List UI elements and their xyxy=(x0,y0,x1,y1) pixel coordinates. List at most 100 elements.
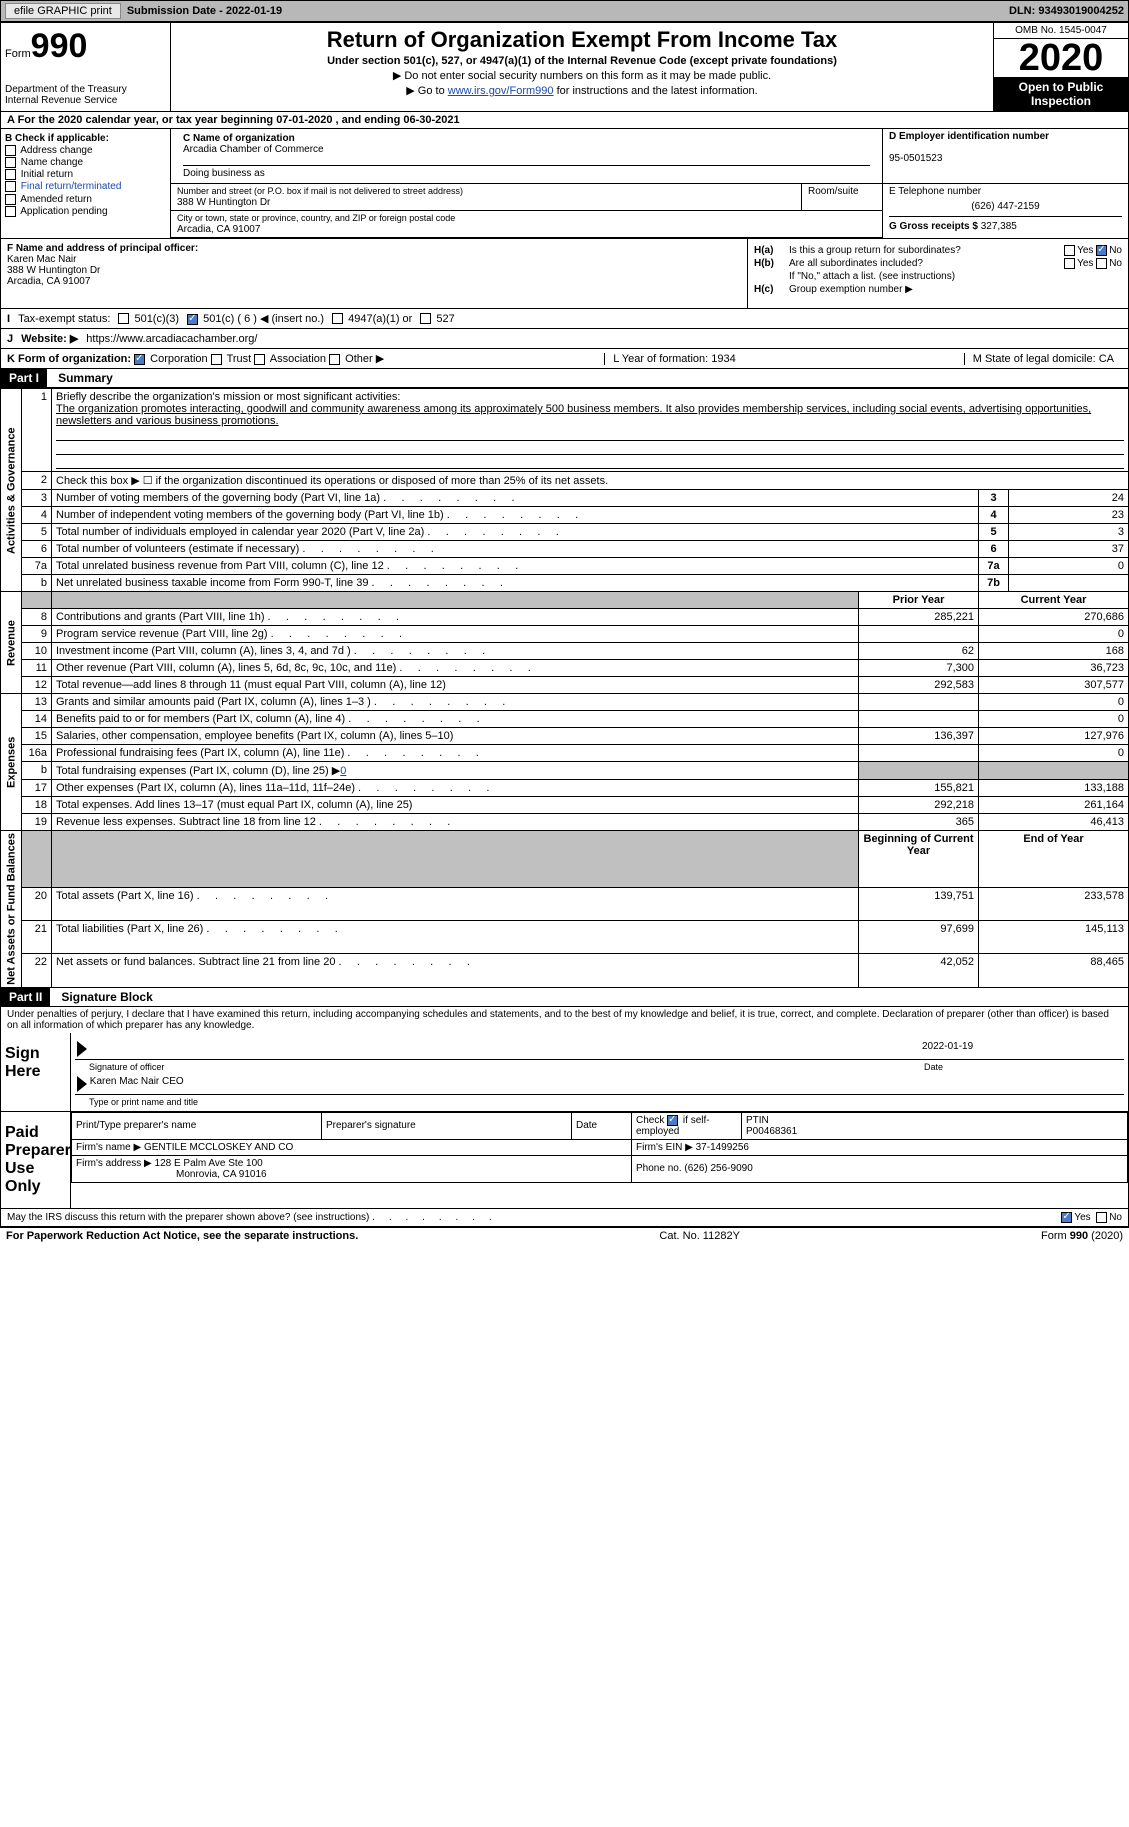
line-19-prior: 365 xyxy=(859,814,979,831)
preparer-name-label: Print/Type preparer's name xyxy=(72,1112,322,1139)
sec-revenue: Revenue xyxy=(1,592,22,694)
form-number-box: Form990 Department of the Treasury Inter… xyxy=(1,23,171,111)
opt-other[interactable]: Other ▶ xyxy=(329,353,384,365)
check-name-change[interactable]: Name change xyxy=(5,157,166,168)
officer-label: F Name and address of principal officer: xyxy=(7,243,198,254)
line-3-val: 24 xyxy=(1009,490,1129,507)
firm-name: Firm's name ▶ GENTILE MCCLOSKEY AND CO xyxy=(72,1139,632,1155)
year-box: OMB No. 1545-0047 2020 Open to Public In… xyxy=(993,23,1128,111)
preparer-check: Check if self-employed xyxy=(632,1112,742,1139)
discuss-no[interactable]: No xyxy=(1096,1212,1122,1223)
officer-addr2: Arcadia, CA 91007 xyxy=(7,276,90,287)
declaration-text: Under penalties of perjury, I declare th… xyxy=(1,1007,1128,1033)
summary-table: Activities & Governance 1 Briefly descri… xyxy=(0,388,1129,988)
line-22-prior: 42,052 xyxy=(859,954,979,987)
ha-yes[interactable]: Yes xyxy=(1064,245,1093,256)
opt-527[interactable]: 527 xyxy=(420,313,454,325)
header-end: End of Year xyxy=(979,831,1129,888)
preparer-date-label: Date xyxy=(572,1112,632,1139)
gross-value: 327,385 xyxy=(981,221,1017,232)
open-inspection: Open to Public Inspection xyxy=(994,77,1128,111)
line-6-text: Total number of volunteers (estimate if … xyxy=(52,541,979,558)
k-label: K Form of organization: xyxy=(7,353,131,365)
sec-governance: Activities & Governance xyxy=(1,389,22,592)
form-word: Form xyxy=(5,48,31,60)
line-10-text: Investment income (Part VIII, column (A)… xyxy=(52,643,859,660)
department: Department of the Treasury Internal Reve… xyxy=(5,84,166,106)
opt-501c3[interactable]: 501(c)(3) xyxy=(118,313,179,325)
hc-text: Group exemption number ▶ xyxy=(789,284,913,295)
efile-print-button[interactable]: efile GRAPHIC print xyxy=(5,3,121,19)
line-11-curr: 36,723 xyxy=(979,660,1129,677)
irs-link[interactable]: www.irs.gov/Form990 xyxy=(448,85,554,97)
opt-4947[interactable]: 4947(a)(1) or xyxy=(332,313,412,325)
line-13-text: Grants and similar amounts paid (Part IX… xyxy=(52,694,859,711)
tel-value: (626) 447-2159 xyxy=(889,197,1122,216)
line-4-text: Number of independent voting members of … xyxy=(52,507,979,524)
line-22-curr: 88,465 xyxy=(979,954,1129,987)
tel-gross-box: E Telephone number (626) 447-2159 G Gros… xyxy=(883,184,1128,238)
k-left: K Form of organization: Corporation Trus… xyxy=(7,352,384,365)
officer-typed-name: Karen Mac Nair CEO xyxy=(90,1076,184,1092)
line-21-curr: 145,113 xyxy=(979,921,1129,954)
line-15-curr: 127,976 xyxy=(979,728,1129,745)
line-12-text: Total revenue—add lines 8 through 11 (mu… xyxy=(52,677,859,694)
line-3-text: Number of voting members of the governin… xyxy=(52,490,979,507)
line-11-text: Other revenue (Part VIII, column (A), li… xyxy=(52,660,859,677)
line-14-prior xyxy=(859,711,979,728)
ein-value: 95-0501523 xyxy=(889,153,942,164)
year-formation: L Year of formation: 1934 xyxy=(604,353,744,365)
opt-corp[interactable]: Corporation xyxy=(134,353,208,365)
officer-addr1: 388 W Huntington Dr xyxy=(7,265,100,276)
line-7a-text: Total unrelated business revenue from Pa… xyxy=(52,558,979,575)
city-value: Arcadia, CA 91007 xyxy=(177,224,260,235)
opt-501c[interactable]: 501(c) ( 6 ) ◀ (insert no.) xyxy=(187,312,324,325)
line-9-prior xyxy=(859,626,979,643)
check-initial-return[interactable]: Initial return xyxy=(5,169,166,180)
line-15-prior: 136,397 xyxy=(859,728,979,745)
check-amended[interactable]: Amended return xyxy=(5,194,166,205)
discuss-yes[interactable]: Yes xyxy=(1061,1212,1090,1223)
line-7b-text: Net unrelated business taxable income fr… xyxy=(52,575,979,592)
ha-no[interactable]: No xyxy=(1096,245,1122,256)
line-5-val: 3 xyxy=(1009,524,1129,541)
form-number: 990 xyxy=(31,27,88,65)
line-12-curr: 307,577 xyxy=(979,677,1129,694)
check-app-pending[interactable]: Application pending xyxy=(5,206,166,217)
line-17-text: Other expenses (Part IX, column (A), lin… xyxy=(52,780,859,797)
header-prior: Prior Year xyxy=(859,592,979,609)
hb-no[interactable]: No xyxy=(1096,258,1122,269)
signature-block: Under penalties of perjury, I declare th… xyxy=(0,1007,1129,1227)
hc-label: H(c) xyxy=(754,284,789,295)
opt-trust[interactable]: Trust xyxy=(211,353,252,365)
header-grid: B Check if applicable: Address change Na… xyxy=(0,129,1129,239)
line-16b: Total fundraising expenses (Part IX, col… xyxy=(52,762,859,780)
ein-label: D Employer identification number xyxy=(889,131,1049,142)
line-16a-curr: 0 xyxy=(979,745,1129,762)
line-8-text: Contributions and grants (Part VIII, lin… xyxy=(52,609,859,626)
part1-title: Summary xyxy=(50,369,121,387)
hb-label: H(b) xyxy=(754,258,789,269)
line-15-text: Salaries, other compensation, employee b… xyxy=(52,728,859,745)
line-14-text: Benefits paid to or for members (Part IX… xyxy=(52,711,859,728)
part2-title: Signature Block xyxy=(53,988,160,1006)
footer: For Paperwork Reduction Act Notice, see … xyxy=(0,1227,1129,1244)
officer-group-row: F Name and address of principal officer:… xyxy=(0,239,1129,309)
line-10-curr: 168 xyxy=(979,643,1129,660)
line-16a-text: Professional fundraising fees (Part IX, … xyxy=(52,745,859,762)
check-final-return[interactable]: Final return/terminated xyxy=(5,181,166,192)
check-address-change[interactable]: Address change xyxy=(5,145,166,156)
line-17-curr: 133,188 xyxy=(979,780,1129,797)
hb-note: If "No," attach a list. (see instruction… xyxy=(754,271,1122,282)
sec-expenses: Expenses xyxy=(1,694,22,831)
line-22-text: Net assets or fund balances. Subtract li… xyxy=(52,954,859,987)
type-name-label: Type or print name and title xyxy=(75,1097,1124,1107)
hb-yes[interactable]: Yes xyxy=(1064,258,1093,269)
dln: DLN: 93493019004252 xyxy=(1009,5,1124,17)
signature-date: 2022-01-19 xyxy=(922,1041,1122,1057)
address-box: Number and street (or P.O. box if mail i… xyxy=(171,184,883,238)
line-21-prior: 97,699 xyxy=(859,921,979,954)
line-16b-val[interactable]: 0 xyxy=(340,765,346,777)
opt-assoc[interactable]: Association xyxy=(254,353,326,365)
self-employed-check[interactable] xyxy=(667,1115,678,1126)
